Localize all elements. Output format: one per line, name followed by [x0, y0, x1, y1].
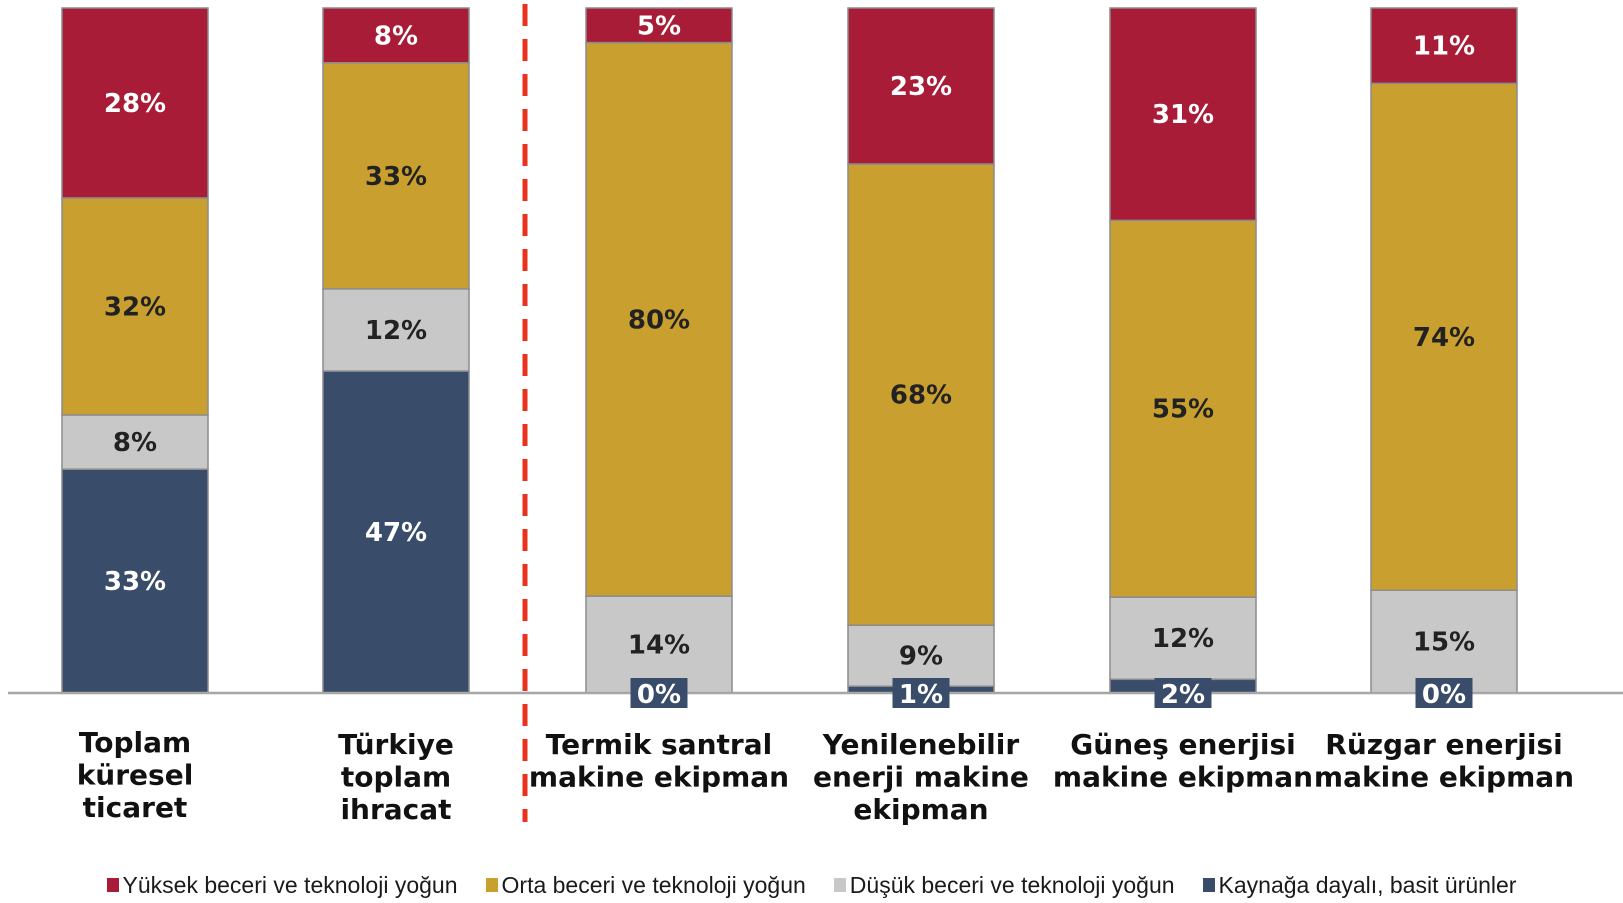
data-label-box — [1154, 678, 1212, 708]
legend-label: Kaynağa dayalı, basit ürünler — [1218, 872, 1517, 898]
legend-swatch — [485, 878, 498, 892]
data-label: 0% — [637, 680, 681, 710]
bar-segment — [322, 288, 470, 372]
category-label: makine ekipman — [1053, 761, 1313, 794]
data-label: 12% — [365, 316, 427, 346]
category-label: ticaret — [83, 791, 188, 824]
data-label: 8% — [374, 21, 418, 51]
data-label: 12% — [1152, 624, 1214, 654]
data-label: 33% — [365, 162, 427, 192]
bar-segment — [847, 7, 995, 165]
bar-segment — [1109, 7, 1257, 222]
bar-segment — [1370, 7, 1518, 85]
bar-segment — [61, 468, 209, 694]
data-label: 0% — [1422, 680, 1466, 710]
category-label: Termik santral — [546, 728, 773, 761]
bar-segment — [585, 7, 733, 44]
bar-segment — [847, 163, 995, 626]
chart-legend: Yüksek beceri ve teknoloji yoğun Orta bec… — [0, 872, 1623, 899]
data-label: 47% — [365, 518, 427, 548]
data-label-box — [630, 678, 688, 708]
legend-item: Kaynağa dayalı, basit ürünler — [1202, 872, 1517, 899]
data-label: 14% — [628, 631, 690, 661]
category-label: toplam — [341, 761, 451, 794]
category-label: ekipman — [853, 793, 988, 826]
legend-swatch — [106, 878, 119, 892]
category-label: Güneş enerjisi — [1070, 728, 1295, 761]
data-label: 2% — [1161, 680, 1205, 710]
data-label: 31% — [1152, 100, 1214, 130]
data-label-box — [892, 678, 950, 708]
bar-segment — [1370, 589, 1518, 694]
data-label: 28% — [104, 89, 166, 119]
data-label: 32% — [104, 292, 166, 322]
data-label: 33% — [104, 567, 166, 597]
bar-segment — [1109, 219, 1257, 598]
legend-item: Yüksek beceri ve teknoloji yoğun — [106, 872, 458, 899]
data-label: 80% — [628, 305, 690, 335]
bar-segment — [585, 41, 733, 597]
bar-segment — [1109, 596, 1257, 681]
legend-label: Orta beceri ve teknoloji yoğun — [501, 872, 806, 898]
data-label: 5% — [637, 11, 681, 41]
data-label: 23% — [890, 72, 952, 102]
category-label: enerji makine — [813, 761, 1029, 794]
category-label: Yenilenebilir — [822, 728, 1020, 761]
bar-segment — [847, 624, 995, 687]
bar-segment — [322, 7, 470, 64]
data-label: 8% — [113, 428, 157, 458]
data-label: 11% — [1413, 32, 1475, 62]
legend-item: Orta beceri ve teknoloji yoğun — [485, 872, 806, 899]
category-label: Toplam — [79, 726, 191, 759]
data-label: 68% — [890, 381, 952, 411]
data-label-box — [1415, 678, 1473, 708]
category-label: Türkiye — [338, 728, 454, 761]
bar-segment — [61, 197, 209, 416]
category-label: makine ekipman — [529, 761, 789, 794]
data-label: 15% — [1413, 628, 1475, 658]
data-label: 74% — [1413, 323, 1475, 353]
legend-label: Düşük beceri ve teknoloji yoğun — [849, 872, 1175, 898]
bar-segment — [1370, 82, 1518, 591]
category-label: ihracat — [340, 793, 451, 826]
legend-item: Düşük beceri ve teknoloji yoğun — [833, 872, 1175, 899]
bar-segment — [61, 414, 209, 470]
bar-segment — [61, 7, 209, 199]
legend-swatch — [1202, 878, 1215, 892]
category-label: Rüzgar enerjisi — [1325, 728, 1562, 761]
legend-swatch — [833, 878, 846, 892]
data-label: 1% — [899, 680, 943, 710]
category-label: makine ekipman — [1314, 761, 1574, 794]
data-label: 55% — [1152, 395, 1214, 425]
data-label: 9% — [899, 642, 943, 672]
bar-segment — [322, 62, 470, 290]
category-label: küresel — [77, 759, 194, 792]
legend-label: Yüksek beceri ve teknoloji yoğun — [122, 872, 458, 898]
